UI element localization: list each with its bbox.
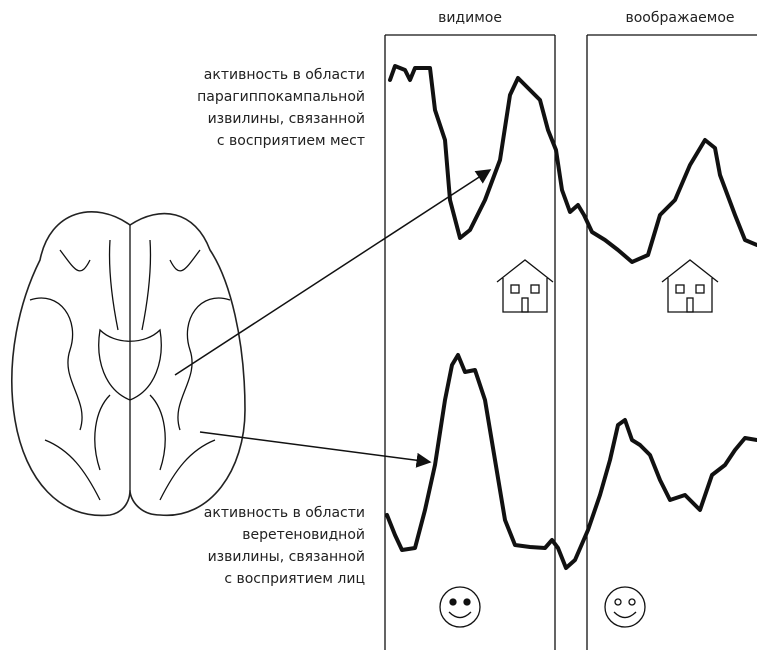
face-icon bbox=[439, 586, 481, 628]
label-line: активность в области bbox=[204, 505, 365, 521]
label-line: с восприятием лиц bbox=[224, 571, 365, 587]
label-line: с восприятием мест bbox=[217, 133, 365, 149]
label-line: извилины, связанной bbox=[208, 111, 365, 127]
activity-curve-bottom bbox=[385, 353, 757, 570]
column-frames bbox=[384, 34, 757, 650]
label-line: активность в области bbox=[204, 67, 365, 83]
label-line: веретеновидной bbox=[242, 527, 365, 543]
label-top: активность в области парагиппокампальной… bbox=[197, 67, 365, 149]
face-icon bbox=[604, 586, 646, 628]
label-line: парагиппокампальной bbox=[197, 89, 365, 105]
column-header: воображаемое bbox=[625, 10, 734, 26]
house-icon bbox=[661, 259, 719, 313]
arrow bbox=[174, 169, 492, 376]
arrow bbox=[199, 431, 432, 468]
activity-curve-top bbox=[388, 64, 757, 264]
label-line: извилины, связанной bbox=[208, 549, 365, 565]
column-header: видимое bbox=[438, 10, 502, 26]
label-bottom: активность в области веретеновидной изви… bbox=[204, 505, 365, 587]
brain-illustration bbox=[11, 211, 246, 517]
house-icon bbox=[496, 259, 554, 313]
